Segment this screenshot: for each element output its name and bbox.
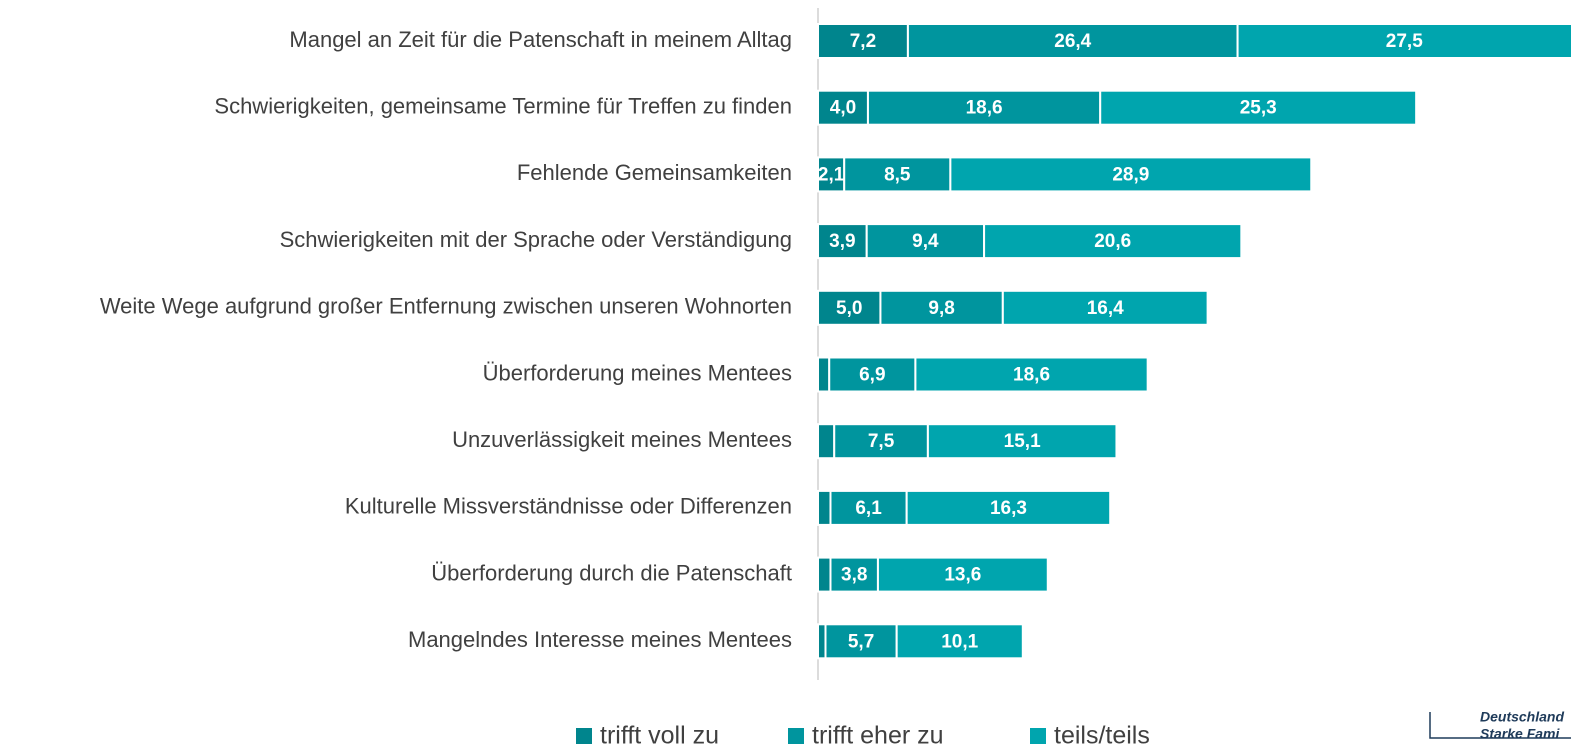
- bar-segment: [949, 156, 1313, 193]
- value-label: 25,3: [1240, 98, 1277, 119]
- logo-frame: [1429, 712, 1571, 739]
- value-label: 7,2: [850, 31, 876, 52]
- legend-label: teils/teils: [1054, 722, 1150, 748]
- value-label: 15,1: [1004, 431, 1041, 452]
- category-label: Schwierigkeiten mit der Sprache oder Ver…: [280, 227, 792, 252]
- value-label: 10,1: [941, 631, 978, 652]
- bar-segment: [817, 489, 832, 526]
- category-label: Überforderung durch die Patenschaft: [431, 560, 792, 585]
- value-label: 16,4: [1087, 298, 1124, 319]
- bar-segment: [914, 356, 1149, 393]
- value-label: 18,6: [1013, 365, 1050, 386]
- value-label: 5,0: [836, 298, 862, 319]
- bar-segment: [817, 289, 882, 326]
- value-label: 20,6: [1094, 231, 1131, 252]
- value-label: 8,5: [884, 164, 911, 185]
- value-label: 26,4: [1054, 31, 1091, 52]
- bar-segment: [817, 623, 827, 660]
- value-label: 18,6: [966, 98, 1003, 119]
- bar-segment: [905, 489, 1112, 526]
- logo-text: Deutschland: [1480, 709, 1564, 725]
- value-label: 5,7: [848, 631, 874, 652]
- bar-segment: [1001, 289, 1209, 326]
- category-label: Überforderung meines Mentees: [483, 360, 792, 385]
- bar-segment: [833, 423, 929, 460]
- legend-swatch: [788, 728, 804, 744]
- value-label: 2,1: [818, 164, 845, 185]
- value-label: 4,0: [830, 98, 856, 119]
- value-label: 9,4: [912, 231, 939, 252]
- legend-swatch: [576, 728, 592, 744]
- legend-label: trifft eher zu: [812, 722, 944, 748]
- category-label: Mangelndes Interesse meines Mentees: [408, 627, 792, 652]
- bar-segment: [1099, 89, 1418, 126]
- category-label: Schwierigkeiten, gemeinsame Termine für …: [214, 94, 792, 119]
- value-label: 6,9: [859, 365, 885, 386]
- value-label: 13,6: [944, 565, 981, 586]
- value-label: 6,1: [855, 498, 882, 519]
- bar-segment: [865, 223, 986, 260]
- bar-segment: [817, 423, 836, 460]
- category-label: Fehlende Gemeinsamkeiten: [517, 160, 792, 185]
- category-label: Kulturelle Missverständnisse oder Differ…: [345, 494, 792, 519]
- legend-label: trifft voll zu: [600, 722, 719, 748]
- bar-segment: [876, 556, 1049, 593]
- bar-segment: [879, 289, 1004, 326]
- value-label: 3,8: [841, 565, 867, 586]
- bar-segment: [843, 156, 952, 193]
- bar-segment: [824, 623, 898, 660]
- bar-segment: [1236, 23, 1571, 59]
- value-label: 16,3: [990, 498, 1027, 519]
- category-label: Mangel an Zeit für die Patenschaft in me…: [289, 27, 792, 52]
- category-label: Unzuverlässigkeit meines Mentees: [452, 427, 792, 452]
- bar-segment: [817, 356, 831, 393]
- bar-segment: [926, 423, 1118, 460]
- logo-text: Starke Fami: [1480, 726, 1560, 742]
- bar-segment: [817, 556, 832, 593]
- bar-segment: [895, 623, 1024, 660]
- bar-segment: [983, 223, 1243, 260]
- bar-segment: [817, 156, 846, 193]
- legend-swatch: [1030, 728, 1046, 744]
- value-label: 27,5: [1386, 31, 1423, 52]
- value-label: 9,8: [928, 298, 954, 319]
- value-label: 28,9: [1112, 164, 1149, 185]
- value-label: 7,5: [868, 431, 895, 452]
- value-label: 3,9: [829, 231, 855, 252]
- bar-segment: [817, 223, 868, 260]
- bar-segment: [866, 89, 1102, 126]
- category-label: Weite Wege aufgrund großer Entfernung zw…: [100, 294, 792, 319]
